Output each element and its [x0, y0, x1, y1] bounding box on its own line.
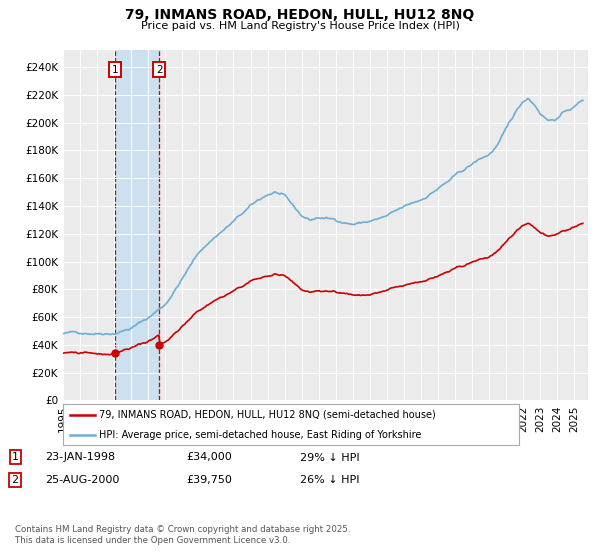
Text: 23-JAN-1998: 23-JAN-1998	[45, 452, 115, 463]
Text: Contains HM Land Registry data © Crown copyright and database right 2025.
This d: Contains HM Land Registry data © Crown c…	[15, 525, 350, 545]
Text: 1: 1	[112, 65, 119, 75]
Text: HPI: Average price, semi-detached house, East Riding of Yorkshire: HPI: Average price, semi-detached house,…	[100, 430, 422, 440]
Text: 26% ↓ HPI: 26% ↓ HPI	[300, 475, 359, 485]
Text: 1: 1	[11, 452, 19, 463]
Text: 25-AUG-2000: 25-AUG-2000	[45, 475, 119, 485]
Text: 2: 2	[156, 65, 163, 75]
Bar	[115, 50, 160, 400]
Text: 79, INMANS ROAD, HEDON, HULL, HU12 8NQ (semi-detached house): 79, INMANS ROAD, HEDON, HULL, HU12 8NQ (…	[100, 409, 436, 419]
Text: £34,000: £34,000	[186, 452, 232, 463]
Text: Price paid vs. HM Land Registry's House Price Index (HPI): Price paid vs. HM Land Registry's House …	[140, 21, 460, 31]
Text: 2: 2	[11, 475, 19, 485]
Text: 79, INMANS ROAD, HEDON, HULL, HU12 8NQ: 79, INMANS ROAD, HEDON, HULL, HU12 8NQ	[125, 8, 475, 22]
Text: £39,750: £39,750	[186, 475, 232, 485]
Text: 29% ↓ HPI: 29% ↓ HPI	[300, 452, 359, 463]
